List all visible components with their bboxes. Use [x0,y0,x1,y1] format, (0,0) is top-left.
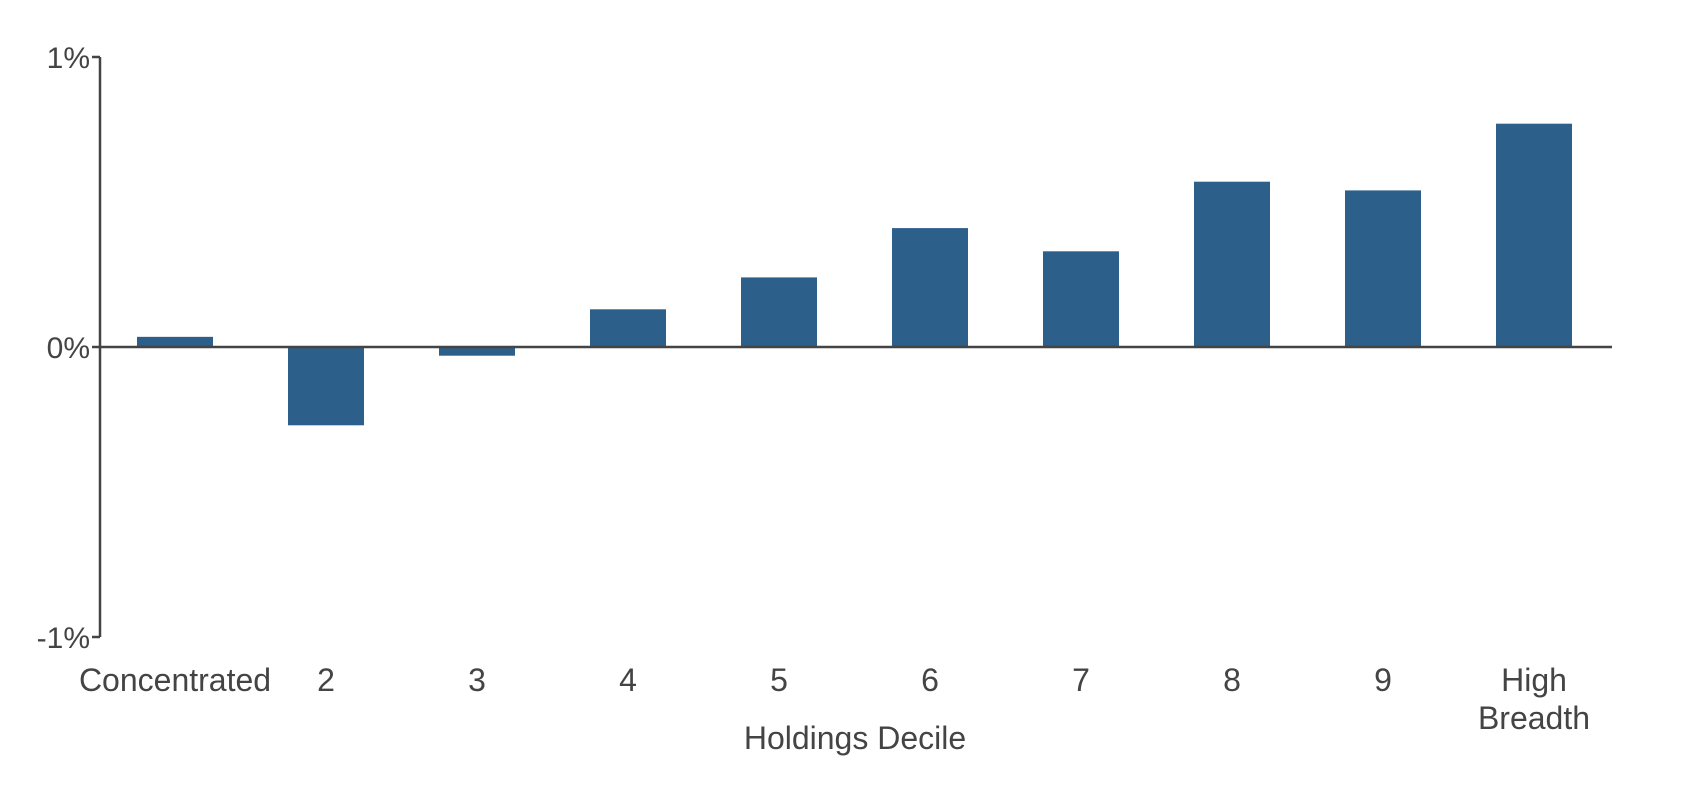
x-axis-title: Holdings Decile [744,720,966,756]
x-tick-label-line: High [1501,662,1567,698]
y-tick-label: -1% [37,622,90,655]
bar-9 [1345,190,1421,347]
bar-6 [892,228,968,347]
bar-4 [590,309,666,347]
x-tick-label-line: 8 [1223,662,1241,698]
bar-2 [288,347,364,426]
x-tick-label: 8 [1223,662,1241,698]
y-ticks-group: 1% 0% -1% [37,42,100,655]
x-tick-label-line: Concentrated [79,662,271,698]
x-tick-labels-group: Concentrated 2 3 4 5 6 7 8 9 High Breadth [79,662,1590,736]
x-tick-label: 7 [1072,662,1090,698]
y-tick-label: 1% [47,42,90,75]
x-tick-label: 4 [619,662,637,698]
x-tick-label: 6 [921,662,939,698]
bar-10 [1496,123,1572,347]
x-tick-label: 2 [317,662,335,698]
x-tick-label: 3 [468,662,486,698]
x-tick-label-line: Breadth [1478,700,1590,736]
x-tick-label-line: 5 [770,662,788,698]
x-tick-label-line: 7 [1072,662,1090,698]
bars-group [137,123,1572,426]
y-tick-label: 0% [47,332,90,365]
x-tick-label-line: 9 [1374,662,1392,698]
x-tick-label-line: 2 [317,662,335,698]
axes-group [98,57,1612,637]
x-tick-label-line: 6 [921,662,939,698]
bar-7 [1043,251,1119,347]
bar-3 [439,347,515,356]
x-tick-label: 9 [1374,662,1392,698]
bar-5 [741,277,817,347]
bar-8 [1194,181,1270,347]
bar-1 [137,336,213,347]
x-tick-label-line: 4 [619,662,637,698]
x-tick-label: Concentrated [79,662,271,698]
x-tick-label-line: 3 [468,662,486,698]
x-tick-label: 5 [770,662,788,698]
x-tick-label: High Breadth [1478,662,1590,736]
